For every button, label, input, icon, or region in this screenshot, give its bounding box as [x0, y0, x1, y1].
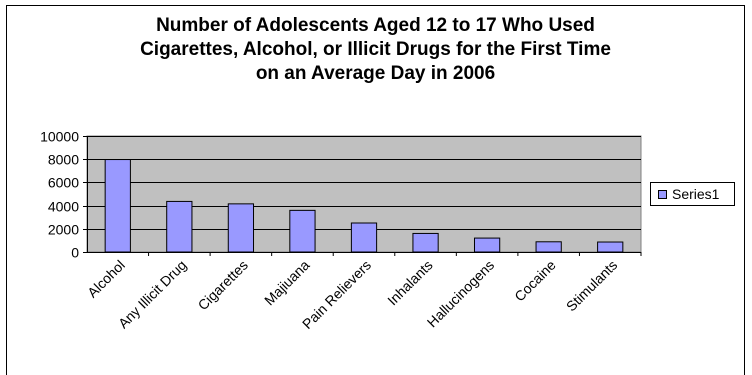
x-tick-label: Cigarettes — [195, 257, 251, 313]
bar — [104, 159, 131, 253]
y-tick-label: 10000 — [40, 129, 79, 145]
bar — [227, 203, 255, 253]
x-tick-label: Majiuana — [261, 257, 313, 309]
bar — [535, 241, 562, 253]
x-tick-label: Stimulants — [563, 257, 621, 315]
chart-title-line: Number of Adolescents Aged 12 to 17 Who … — [156, 15, 595, 36]
bar — [350, 222, 378, 253]
chart-title-line: on an Average Day in 2006 — [255, 63, 496, 84]
x-tick-label: Inhalants — [384, 257, 435, 308]
x-tick-label: Alcohol — [84, 257, 128, 301]
y-tick-label: 8000 — [48, 152, 79, 168]
bar — [597, 241, 624, 253]
y-tick-label: 0 — [71, 245, 79, 261]
bar — [473, 237, 501, 253]
legend-label: Series1 — [672, 186, 720, 202]
x-tick-label: Cocaine — [511, 257, 559, 305]
y-tick-label: 2000 — [48, 222, 79, 238]
legend-swatch — [658, 190, 667, 199]
bar — [166, 200, 193, 253]
y-tick-label: 4000 — [48, 199, 79, 215]
bar — [412, 232, 439, 253]
chart-title-line: Cigarettes, Alcohol, or Illicit Drugs fo… — [140, 39, 611, 60]
bar — [289, 209, 316, 253]
y-tick-label: 6000 — [48, 175, 79, 191]
legend: Series1 — [650, 182, 735, 206]
chart-title: Number of Adolescents Aged 12 to 17 Who … — [0, 14, 751, 86]
